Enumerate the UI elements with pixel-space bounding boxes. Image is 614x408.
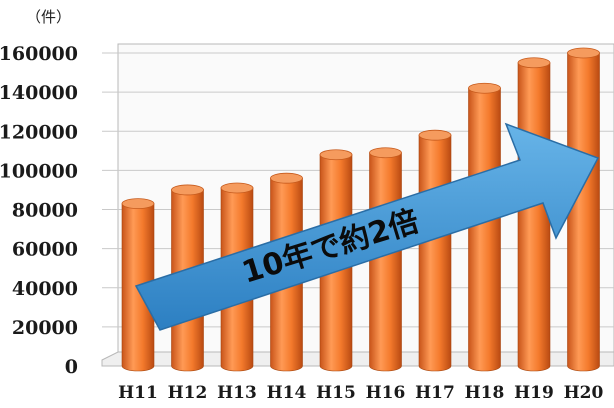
x-axis-ticks: H11 H12 H13 H14 H15 H16 H17 H18 H19 H20 [118,383,603,403]
x-tick-label: H16 [366,383,406,403]
x-tick-label: H14 [267,383,307,403]
x-tick-label: H19 [514,383,554,403]
y-tick-label: 140000 [0,82,78,104]
y-tick-label: 40000 [12,278,78,300]
y-tick-label: 100000 [0,160,78,182]
y-tick-label: 80000 [12,200,78,222]
bar [567,47,600,372]
y-tick-label: 20000 [12,317,78,339]
x-tick-label: H17 [415,383,455,403]
bar [517,57,551,372]
y-axis-unit-label: （件） [26,8,71,26]
trend-arrow-icon [134,122,600,331]
bar [418,129,452,372]
x-tick-label: H13 [217,383,257,403]
bar [468,82,501,372]
y-axis-ticks: 0 20000 40000 60000 80000 100000 120000 140000 1… [0,43,78,378]
x-tick-label: H20 [564,383,604,403]
y-tick-label: 0 [65,356,78,378]
x-tick-label: H18 [465,383,505,403]
x-tick-label: H15 [316,383,356,403]
y-tick-label: 60000 [12,239,78,261]
y-tick-label: 120000 [0,121,78,143]
x-tick-label: H11 [118,383,158,403]
x-tick-label: H12 [168,383,208,403]
y-tick-label: 160000 [0,43,78,65]
